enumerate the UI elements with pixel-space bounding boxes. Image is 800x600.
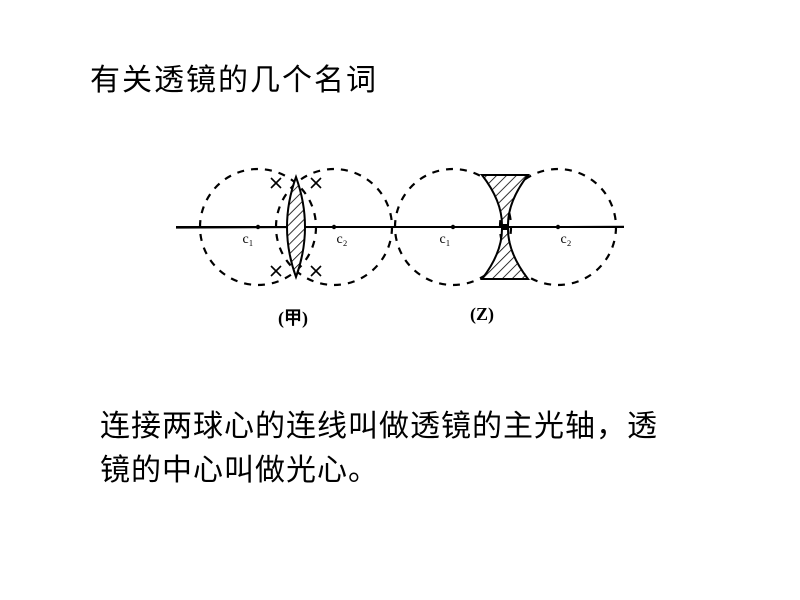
- page-title: 有关透镜的几个名词: [90, 55, 378, 99]
- page: 有关透镜的几个名词 c₁ c₂ c₁ c₂ (甲) (Z) 连接两球心的连线叫做透镜的…: [0, 0, 800, 600]
- svg-text:c₂: c₂: [336, 232, 347, 247]
- svg-text:c₁: c₁: [439, 232, 450, 247]
- caption-left: (甲): [278, 304, 308, 330]
- svg-text:c₂: c₂: [560, 232, 571, 247]
- description-text: 连接两球心的连线叫做透镜的主光轴，透镜的中心叫做光心。: [100, 405, 660, 492]
- svg-text:c₁: c₁: [242, 232, 253, 247]
- caption-right: (Z): [470, 304, 494, 325]
- lens-diagram: c₁ c₂ c₁ c₂: [170, 155, 630, 335]
